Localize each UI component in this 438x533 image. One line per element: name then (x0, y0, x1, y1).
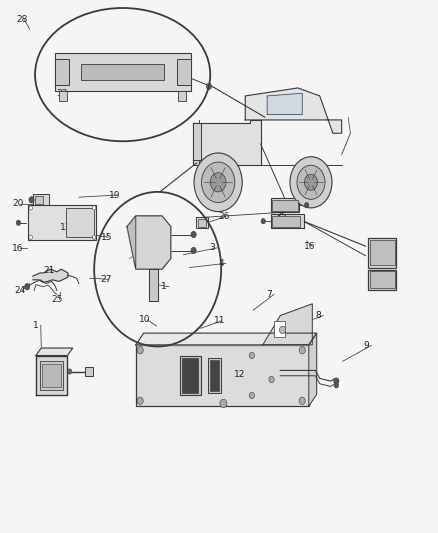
Circle shape (92, 235, 96, 239)
Text: 24: 24 (14, 286, 25, 295)
Circle shape (304, 203, 309, 208)
FancyBboxPatch shape (182, 358, 198, 393)
Circle shape (191, 231, 196, 238)
FancyBboxPatch shape (66, 208, 94, 237)
Circle shape (191, 247, 196, 254)
Circle shape (299, 397, 305, 405)
FancyBboxPatch shape (370, 240, 395, 265)
Polygon shape (309, 333, 317, 406)
Circle shape (279, 326, 286, 334)
Circle shape (290, 157, 332, 208)
Text: 35: 35 (275, 212, 286, 221)
Text: 10: 10 (139, 316, 151, 324)
FancyBboxPatch shape (272, 200, 298, 211)
Circle shape (334, 383, 339, 388)
Text: 20: 20 (12, 199, 24, 208)
Text: 1: 1 (33, 321, 39, 329)
Text: 4: 4 (218, 259, 224, 268)
FancyBboxPatch shape (198, 219, 206, 227)
Circle shape (137, 397, 143, 405)
Circle shape (269, 376, 274, 383)
FancyBboxPatch shape (208, 358, 221, 393)
Text: 7: 7 (266, 290, 272, 298)
FancyBboxPatch shape (178, 91, 186, 101)
Text: 15: 15 (101, 233, 112, 241)
Text: 8: 8 (315, 311, 321, 320)
Text: 32: 32 (56, 89, 67, 98)
Polygon shape (127, 216, 136, 269)
FancyBboxPatch shape (368, 238, 396, 268)
FancyBboxPatch shape (177, 59, 191, 85)
FancyBboxPatch shape (55, 53, 191, 91)
Polygon shape (36, 348, 73, 356)
Circle shape (201, 162, 235, 203)
Polygon shape (193, 120, 261, 165)
Text: 34: 34 (378, 242, 389, 251)
Text: 16: 16 (304, 242, 316, 251)
Circle shape (67, 369, 72, 374)
Circle shape (16, 220, 21, 225)
FancyBboxPatch shape (193, 123, 201, 160)
FancyBboxPatch shape (28, 205, 96, 240)
Text: 9: 9 (364, 341, 369, 350)
Polygon shape (263, 304, 312, 345)
Circle shape (29, 235, 32, 239)
FancyBboxPatch shape (274, 321, 285, 337)
Circle shape (297, 165, 325, 199)
Text: 26: 26 (218, 212, 230, 221)
Text: 25: 25 (52, 295, 63, 304)
Polygon shape (36, 356, 67, 395)
FancyBboxPatch shape (210, 360, 219, 391)
Text: 19: 19 (109, 191, 120, 199)
Text: 16: 16 (12, 244, 24, 253)
Circle shape (304, 174, 318, 190)
FancyBboxPatch shape (272, 216, 300, 227)
Polygon shape (136, 333, 317, 345)
Polygon shape (33, 269, 68, 282)
Circle shape (210, 173, 226, 192)
Circle shape (206, 83, 212, 90)
FancyBboxPatch shape (85, 367, 93, 376)
Polygon shape (149, 269, 158, 301)
FancyBboxPatch shape (196, 217, 208, 228)
FancyBboxPatch shape (136, 345, 309, 406)
Circle shape (92, 206, 96, 210)
Circle shape (29, 206, 32, 210)
FancyBboxPatch shape (40, 361, 63, 390)
Circle shape (137, 346, 143, 354)
FancyBboxPatch shape (35, 196, 43, 204)
Circle shape (249, 352, 254, 359)
Polygon shape (267, 93, 302, 115)
FancyBboxPatch shape (370, 271, 395, 288)
Circle shape (25, 284, 30, 290)
FancyBboxPatch shape (368, 270, 396, 290)
FancyBboxPatch shape (271, 214, 304, 228)
FancyBboxPatch shape (59, 91, 67, 101)
Circle shape (299, 346, 305, 354)
FancyBboxPatch shape (33, 194, 49, 206)
Circle shape (220, 399, 227, 408)
Circle shape (334, 378, 339, 384)
FancyBboxPatch shape (55, 59, 69, 85)
FancyBboxPatch shape (42, 364, 61, 387)
FancyBboxPatch shape (271, 198, 299, 212)
Text: 13: 13 (60, 223, 72, 231)
Text: 3: 3 (209, 244, 215, 252)
Text: 11: 11 (214, 317, 225, 325)
Circle shape (29, 197, 34, 203)
Polygon shape (245, 88, 342, 133)
Text: 12: 12 (234, 370, 246, 378)
Circle shape (194, 153, 242, 212)
Text: 21: 21 (43, 266, 54, 275)
Text: 1: 1 (161, 282, 167, 291)
Circle shape (261, 219, 265, 224)
Circle shape (249, 392, 254, 399)
Text: 27: 27 (101, 275, 112, 284)
Text: 28: 28 (17, 15, 28, 24)
Polygon shape (127, 216, 171, 269)
FancyBboxPatch shape (81, 64, 164, 80)
FancyBboxPatch shape (180, 356, 201, 395)
